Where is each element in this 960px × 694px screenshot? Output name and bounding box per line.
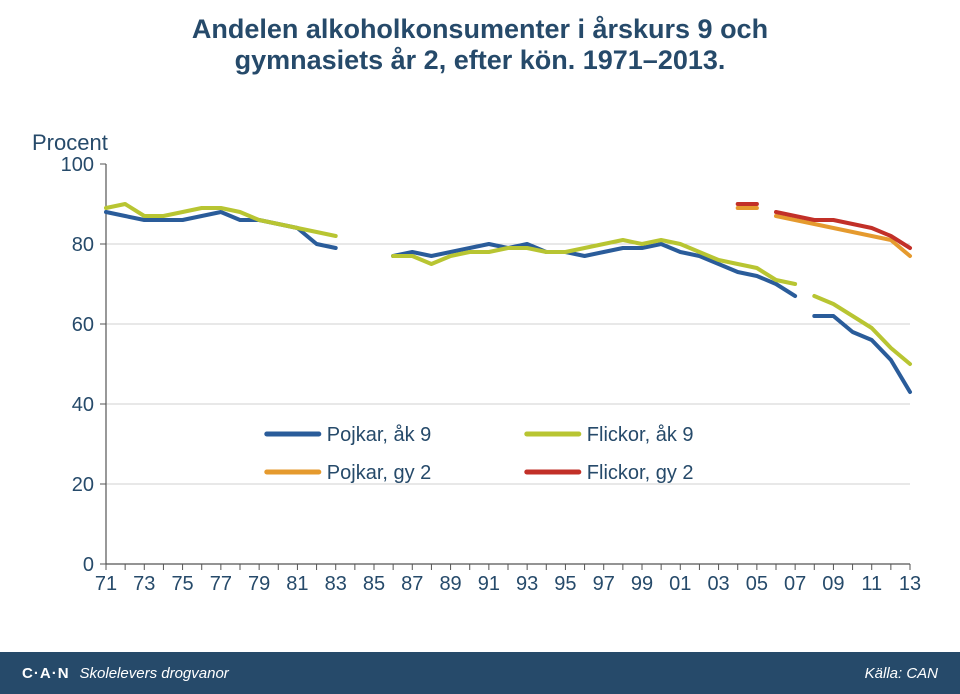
svg-text:01: 01	[669, 573, 691, 595]
svg-text:07: 07	[784, 573, 806, 595]
svg-text:40: 40	[72, 394, 94, 416]
slide: Andelen alkoholkonsumenter i årskurs 9 o…	[0, 0, 960, 694]
svg-text:77: 77	[210, 573, 232, 595]
svg-text:0: 0	[83, 554, 94, 576]
svg-text:73: 73	[133, 573, 155, 595]
footer-subtitle: Skolelevers drogvanor	[80, 665, 229, 682]
svg-text:83: 83	[325, 573, 347, 595]
svg-text:60: 60	[72, 314, 94, 336]
svg-text:81: 81	[286, 573, 308, 595]
title-line-2: gymnasiets år 2, efter kön. 1971–2013.	[80, 45, 880, 76]
svg-text:11: 11	[861, 573, 882, 595]
svg-text:20: 20	[72, 474, 94, 496]
svg-text:80: 80	[72, 234, 94, 256]
svg-text:03: 03	[707, 573, 729, 595]
footer-left: C·A·N Skolelevers drogvanor	[22, 665, 229, 682]
brand-logo: C·A·N	[22, 665, 70, 682]
svg-text:87: 87	[401, 573, 423, 595]
svg-text:99: 99	[631, 573, 653, 595]
svg-text:85: 85	[363, 573, 385, 595]
y-axis-label: Procent	[32, 130, 108, 156]
chart-area: 0204060801007173757779818385878991939597…	[78, 164, 910, 598]
svg-text:75: 75	[171, 573, 193, 595]
svg-text:13: 13	[899, 573, 921, 595]
svg-text:Pojkar, åk 9: Pojkar, åk 9	[327, 424, 432, 446]
svg-text:95: 95	[554, 573, 576, 595]
svg-text:Flickor, åk 9: Flickor, åk 9	[587, 424, 694, 446]
title-line-1: Andelen alkoholkonsumenter i årskurs 9 o…	[80, 14, 880, 45]
line-chart: 0204060801007173757779818385878991939597…	[78, 164, 910, 598]
svg-text:79: 79	[248, 573, 270, 595]
svg-text:Flickor, gy 2: Flickor, gy 2	[587, 462, 694, 484]
svg-text:91: 91	[478, 573, 500, 595]
svg-text:93: 93	[516, 573, 538, 595]
svg-text:97: 97	[593, 573, 615, 595]
svg-text:100: 100	[61, 154, 94, 176]
svg-text:05: 05	[746, 573, 768, 595]
footer-bar: C·A·N Skolelevers drogvanor Källa: CAN	[0, 652, 960, 694]
svg-text:89: 89	[439, 573, 461, 595]
svg-text:71: 71	[95, 573, 117, 595]
svg-text:Pojkar, gy 2: Pojkar, gy 2	[327, 462, 432, 484]
chart-title: Andelen alkoholkonsumenter i årskurs 9 o…	[0, 0, 960, 84]
svg-text:09: 09	[822, 573, 844, 595]
footer-source: Källa: CAN	[865, 665, 938, 682]
